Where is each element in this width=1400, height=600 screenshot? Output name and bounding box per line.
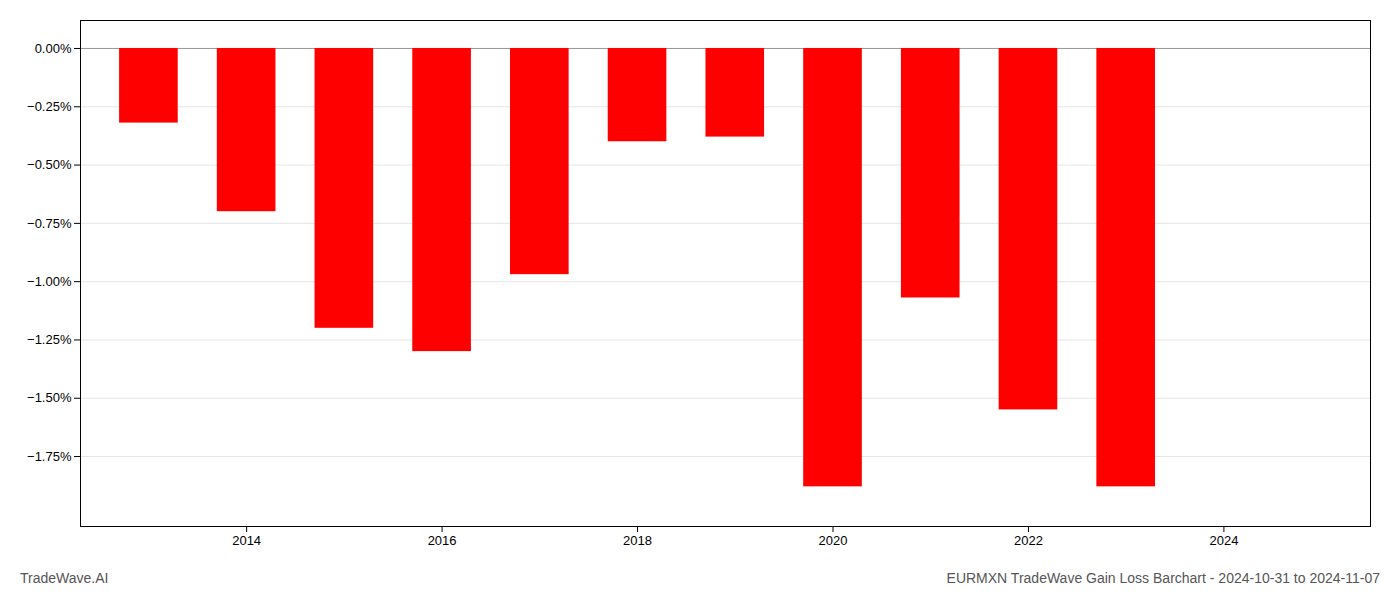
svg-text:−0.75%: −0.75%	[27, 216, 72, 231]
html-text:TradeWave.AI: TradeWave.AI	[20, 570, 109, 586]
svg-text:−1.25%: −1.25%	[27, 332, 72, 347]
svg-text:−0.50%: −0.50%	[27, 157, 72, 172]
svg-text:2016: 2016	[428, 533, 457, 548]
svg-text:2022: 2022	[1014, 533, 1043, 548]
svg-text:−0.25%: −0.25%	[27, 99, 72, 114]
svg-text:2024: 2024	[1209, 533, 1238, 548]
svg-text:−1.75%: −1.75%	[27, 449, 72, 464]
svg-text:2018: 2018	[623, 533, 652, 548]
svg-text:2020: 2020	[819, 533, 848, 548]
svg-text:−1.50%: −1.50%	[27, 390, 72, 405]
svg-text:2014: 2014	[232, 533, 261, 548]
svg-text:0.00%: 0.00%	[35, 41, 72, 56]
svg-text:−1.00%: −1.00%	[27, 274, 72, 289]
html-text:EURMXN TradeWave Gain Loss Bar: EURMXN TradeWave Gain Loss Barchart - 20…	[946, 570, 1380, 586]
